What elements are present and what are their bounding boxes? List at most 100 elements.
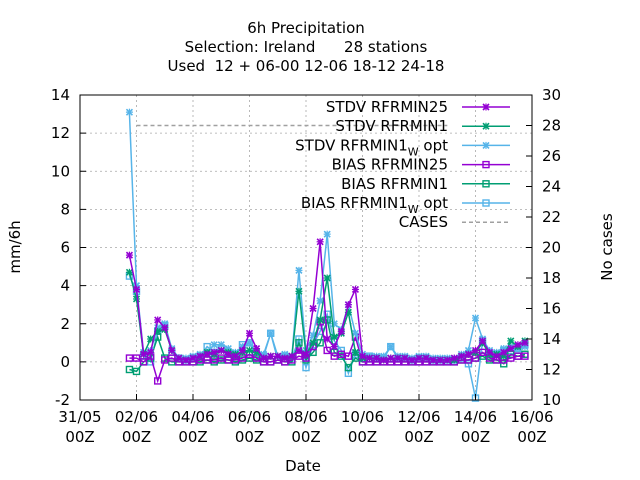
data-point [125, 108, 134, 116]
data-point [323, 316, 331, 324]
legend-swatch-marker [482, 199, 490, 207]
legend-entry: STDV RFRMIN25 [326, 98, 510, 116]
data-point [309, 339, 317, 347]
chart-title-line-3: Used 12 + 06-00 12-06 18-12 24-18 [168, 57, 445, 75]
data-point [387, 354, 395, 362]
data-point [168, 346, 176, 355]
data-point [457, 352, 465, 360]
data-point [125, 251, 134, 259]
data-point [436, 356, 444, 364]
data-point [401, 354, 409, 362]
data-point [514, 352, 522, 360]
data-point [161, 356, 169, 364]
data-point [514, 341, 522, 349]
data-point [365, 354, 374, 362]
data-point [507, 354, 515, 362]
data-point [245, 346, 254, 355]
legend-label-main: BIAS RFRMIN1 [301, 194, 408, 212]
legend-label: BIAS RFRMIN25 [332, 156, 448, 174]
data-point [316, 316, 324, 324]
data-point [464, 360, 473, 368]
data-point [323, 346, 331, 355]
data-point [408, 356, 416, 364]
legend-label: BIAS RFRMIN1W opt [301, 194, 448, 216]
legend-swatch-marker [482, 180, 490, 188]
data-point [478, 348, 487, 357]
data-point [394, 354, 402, 362]
x-tick-label: 10/06 [341, 408, 384, 426]
data-point [330, 333, 338, 341]
x-tick-label-time: 00Z [65, 428, 94, 446]
y-tick-label: 8 [60, 200, 70, 218]
data-point [189, 354, 197, 362]
data-point [210, 341, 218, 349]
data-point [132, 285, 141, 294]
data-point [330, 343, 338, 351]
data-point [316, 238, 324, 246]
data-point [330, 352, 338, 360]
x-tick-label-time: 00Z [291, 428, 320, 446]
data-point [443, 356, 451, 364]
legend-label: STDV RFRMIN1W opt [295, 136, 448, 158]
data-point [175, 354, 183, 362]
data-point [295, 266, 303, 274]
x-tick-label: 04/06 [171, 408, 214, 426]
data-point [415, 354, 423, 362]
data-point [224, 350, 232, 358]
y2-tick-label: 26 [542, 147, 561, 165]
y-tick-label: 4 [60, 277, 70, 295]
data-point [217, 341, 225, 349]
legend-entry: BIAS RFRMIN25 [332, 156, 510, 174]
data-point [323, 274, 331, 282]
data-point [132, 295, 141, 303]
y2-tick-label: 16 [542, 300, 561, 318]
data-point [238, 346, 247, 355]
x-tick-label-time: 00Z [404, 428, 433, 446]
x-tick-label-time: 00Z [122, 428, 151, 446]
data-point [500, 360, 508, 368]
data-point [344, 363, 353, 372]
y2-tick-label: 28 [542, 117, 561, 135]
legend-swatch-marker [482, 141, 490, 149]
x-tick-label: 16/06 [510, 408, 553, 426]
data-point [471, 314, 480, 322]
legend-entry: STDV RFRMIN1 [335, 117, 510, 135]
y2-tick-label: 22 [542, 208, 561, 226]
series-0 [125, 238, 529, 364]
data-point [464, 350, 473, 358]
data-point [295, 339, 303, 347]
x-tick-label: 14/06 [454, 408, 497, 426]
data-point [351, 329, 360, 337]
y-tick-label: 12 [51, 124, 70, 142]
data-point [507, 344, 515, 353]
series-4 [125, 316, 529, 376]
x-tick-label-time: 00Z [235, 428, 264, 446]
legend-swatch-marker [482, 160, 490, 169]
x-tick-label-time: 00Z [517, 428, 546, 446]
y-tick-label: 6 [60, 239, 70, 257]
legend-label-subscript: W [408, 203, 419, 216]
data-point [351, 285, 360, 294]
data-point [139, 350, 148, 358]
legend-swatch-marker [482, 122, 490, 130]
x-tick-label: 31/05 [58, 408, 101, 426]
data-point [507, 337, 515, 345]
y-tick-label: 14 [51, 86, 70, 104]
data-point [196, 352, 204, 360]
y2-tick-label: 30 [542, 86, 561, 104]
data-point [295, 346, 303, 355]
data-point [260, 354, 268, 362]
data-point [422, 354, 430, 362]
data-point [521, 352, 529, 360]
data-point [344, 301, 352, 309]
y2-tick-label: 20 [542, 239, 561, 257]
data-point [295, 287, 303, 295]
x-tick-label: 02/06 [115, 408, 158, 426]
data-point [337, 327, 345, 335]
data-point [323, 230, 331, 238]
y2-tick-label: 18 [542, 269, 561, 287]
data-point [486, 348, 494, 356]
data-point [274, 352, 282, 360]
